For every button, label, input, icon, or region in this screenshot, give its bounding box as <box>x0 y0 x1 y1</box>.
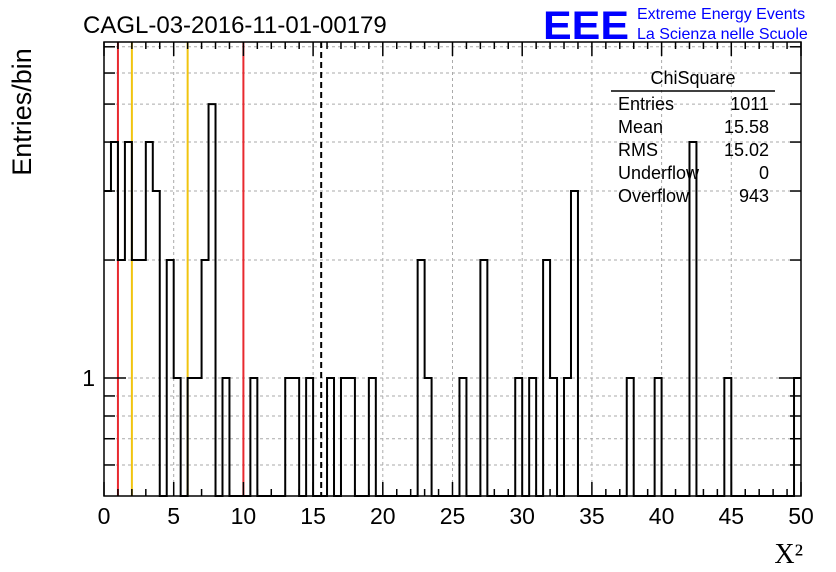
x-tick-label: 35 <box>579 503 605 529</box>
stats-value: 943 <box>739 186 769 206</box>
y-axis-label: Entries/bin <box>7 48 37 176</box>
stats-label: Overflow <box>618 186 690 206</box>
stats-label: RMS <box>618 140 658 160</box>
x-tick-label: 30 <box>509 503 535 529</box>
stats-label: Underflow <box>618 163 700 183</box>
x-tick-label: 45 <box>719 503 745 529</box>
reference-lines <box>116 42 323 496</box>
histogram-series <box>104 103 801 497</box>
y-tick-labels: 1 <box>82 365 95 391</box>
y-tick-label: 1 <box>82 365 95 391</box>
stats-box: ChiSquare Entries 1011 Mean 15.58 RMS 15.02 Un… <box>611 68 775 206</box>
x-axis-label: X² <box>774 539 803 570</box>
x-tick-label: 50 <box>788 503 814 529</box>
logo-line-1: Extreme Energy Events <box>637 6 805 23</box>
logo-line-2: La Scienza nelle Scuole <box>637 26 808 43</box>
stats-value: 15.02 <box>724 140 769 160</box>
stats-title: ChiSquare <box>650 68 735 88</box>
x-tick-label: 5 <box>167 503 180 529</box>
stats-label: Mean <box>618 117 663 137</box>
x-tick-labels: 0 5 10 15 20 25 30 35 40 45 50 <box>98 503 814 529</box>
eee-logo: EEE Extreme Energy Events La Scienza nel… <box>543 4 808 48</box>
stats-value: 0 <box>759 163 769 183</box>
chart-title: CAGL-03-2016-11-01-00179 <box>83 12 387 39</box>
eee-logo-mark: EEE <box>543 4 629 48</box>
x-tick-label: 15 <box>300 503 326 529</box>
stats-value: 1011 <box>730 94 769 114</box>
x-tick-label: 25 <box>440 503 466 529</box>
x-tick-label: 20 <box>370 503 396 529</box>
axis-ticks <box>103 42 802 496</box>
x-tick-label: 10 <box>231 503 257 529</box>
x-tick-label: 0 <box>98 503 111 529</box>
x-tick-label: 40 <box>649 503 675 529</box>
stats-value: 15.58 <box>724 117 769 137</box>
stats-label: Entries <box>618 94 674 114</box>
